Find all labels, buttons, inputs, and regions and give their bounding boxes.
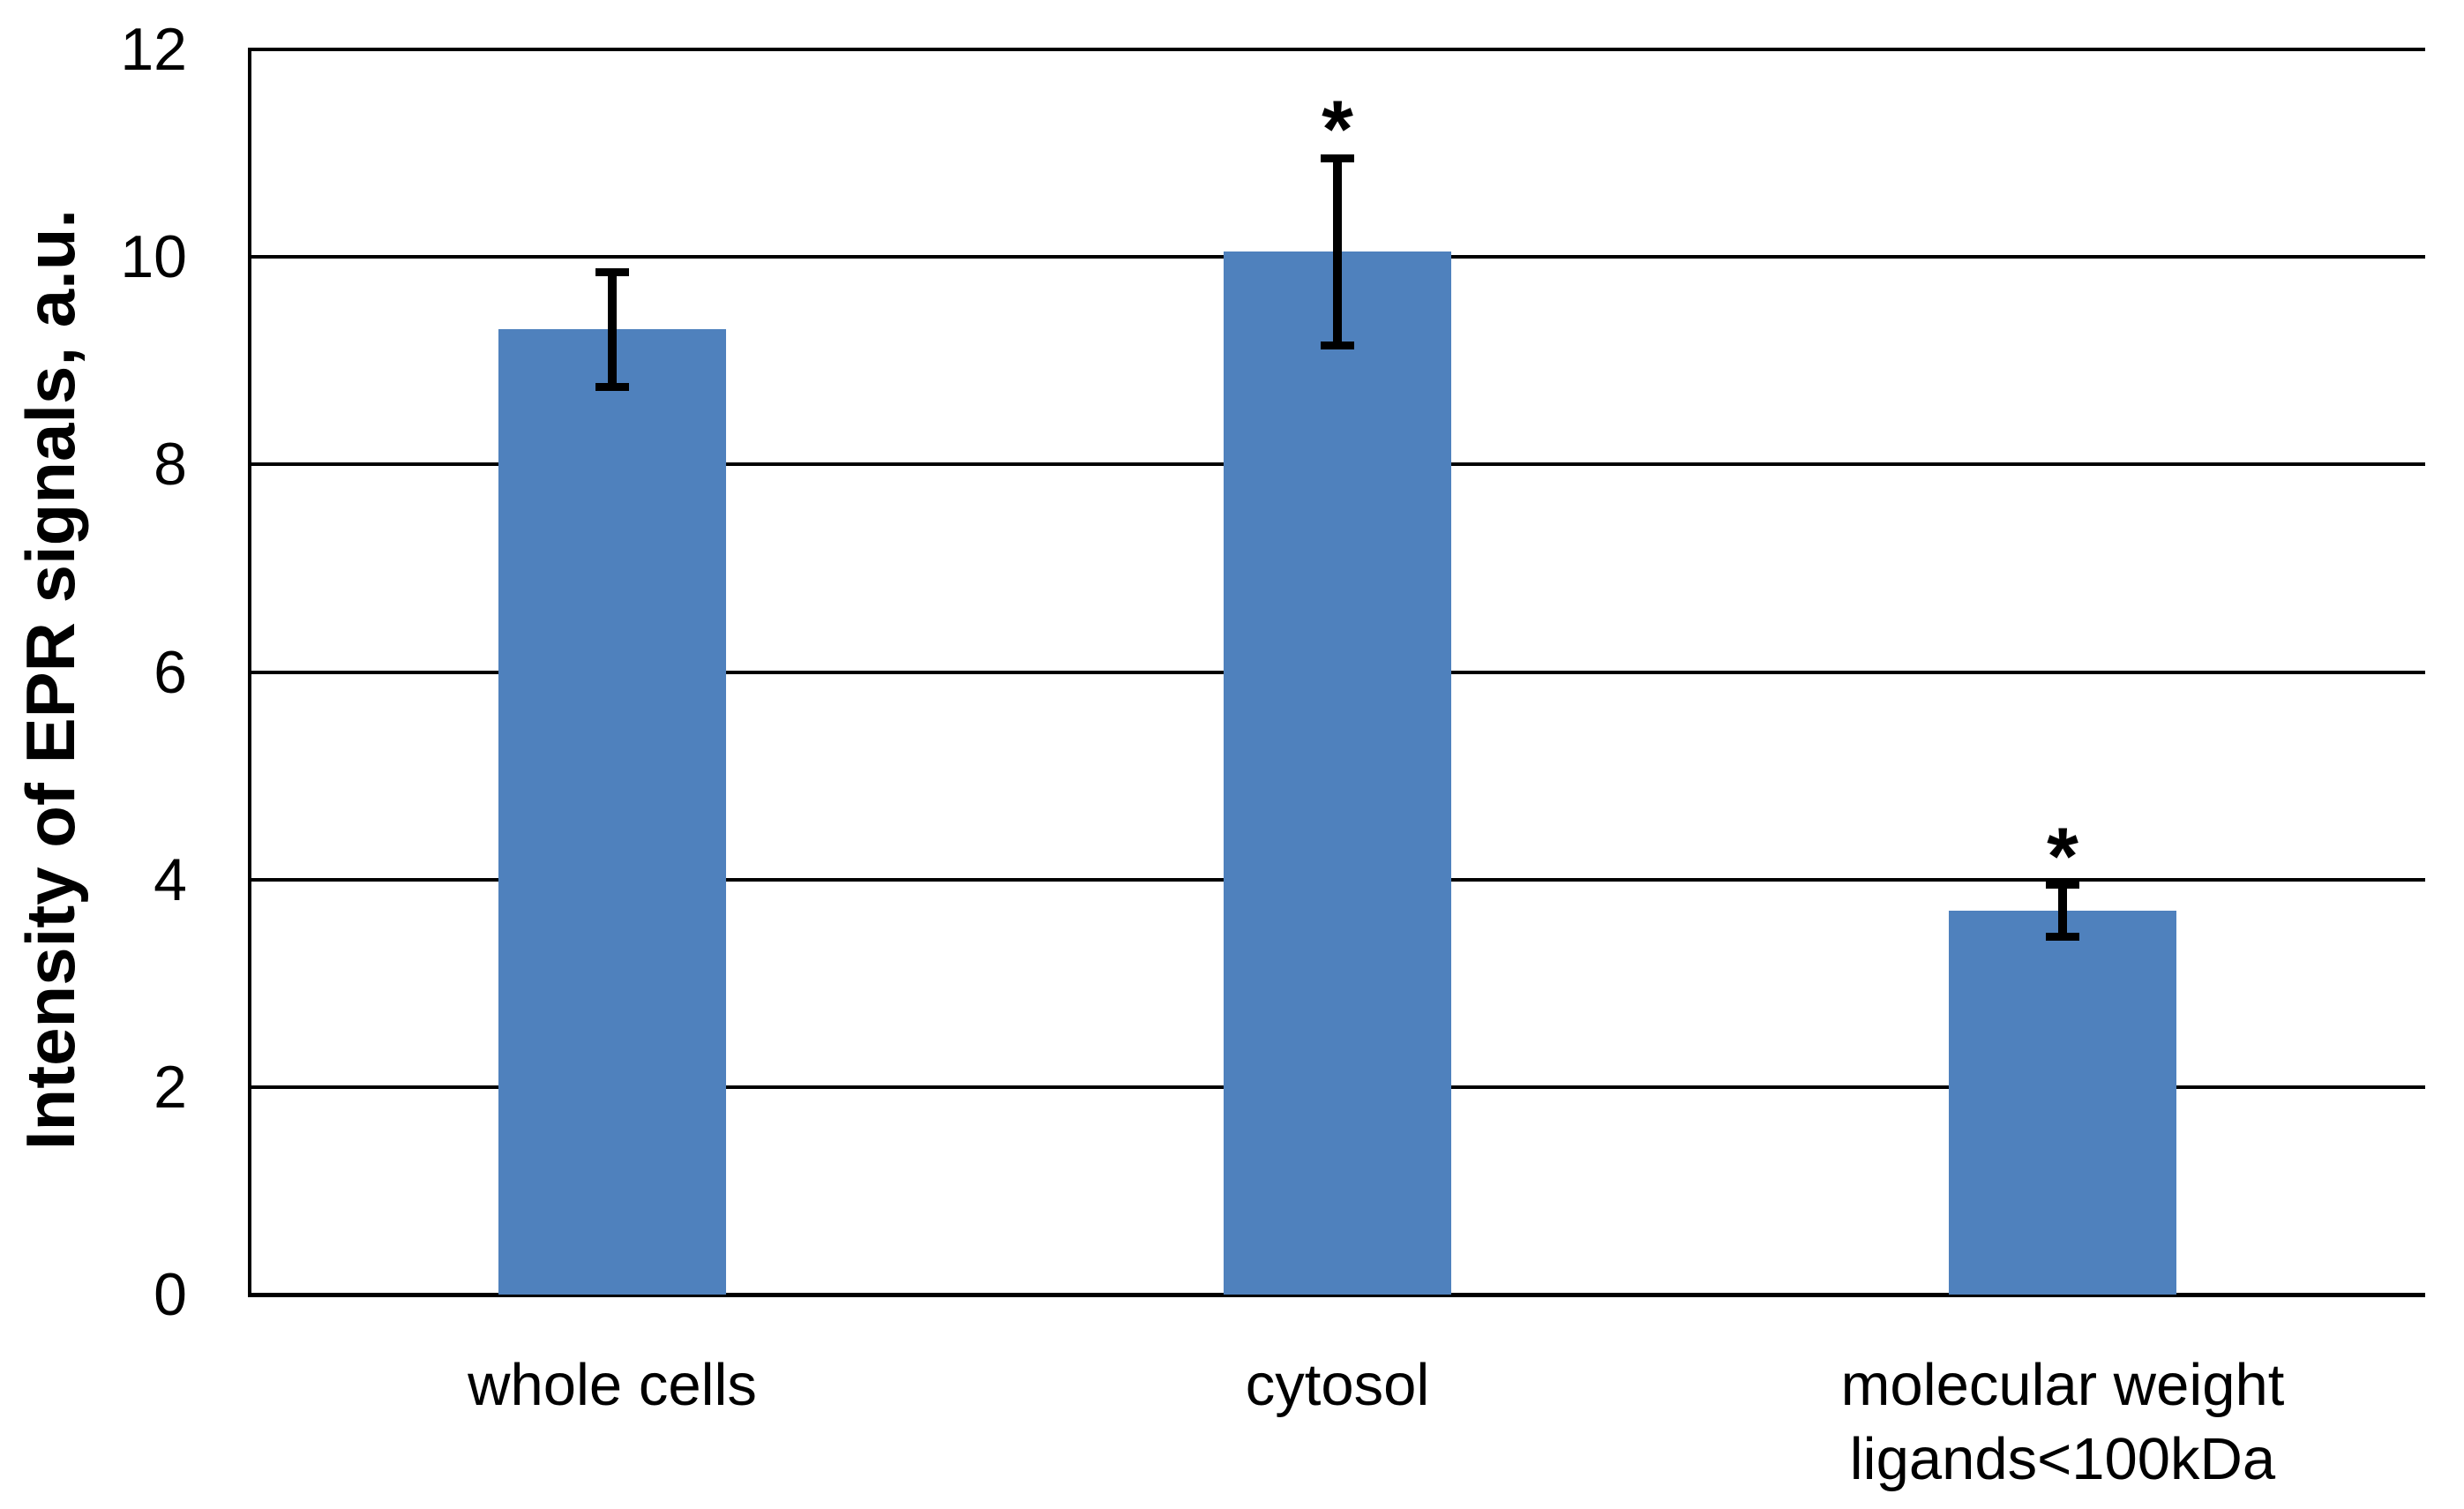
x-axis-label-line: molecular weight <box>1840 1352 2285 1418</box>
error-bar-cap-top <box>595 268 629 277</box>
significance-asterisk: * <box>1322 85 1353 176</box>
error-bar-cap-bottom <box>1321 341 1354 349</box>
x-axis-label-line: cytosol <box>1245 1352 1430 1418</box>
x-axis-label-line: ligands<100kDa <box>1849 1426 2276 1492</box>
y-tick-label: 4 <box>154 845 187 913</box>
error-bar-cap-top <box>1321 154 1354 162</box>
x-axis-label: whole cells <box>180 1348 1045 1423</box>
error-bar-stem <box>608 272 617 387</box>
x-axis-line <box>248 1293 2425 1297</box>
y-tick-label: 0 <box>154 1261 187 1328</box>
error-bar-cap-top <box>2046 881 2079 890</box>
x-axis-label-line: whole cells <box>468 1352 757 1418</box>
error-bar-cap-bottom <box>595 382 629 391</box>
y-tick-label: 10 <box>120 223 187 291</box>
error-bar-cap-bottom <box>2046 932 2079 941</box>
y-tick-label: 8 <box>154 431 187 499</box>
x-axis-label: molecular weight ligands<100kDa <box>1630 1348 2464 1497</box>
y-tick-label: 2 <box>154 1053 187 1121</box>
error-bar-stem <box>1333 158 1342 346</box>
y-tick-label: 12 <box>120 16 187 83</box>
bar <box>1949 910 2176 1295</box>
significance-asterisk: * <box>2047 811 2078 902</box>
y-axis-line <box>248 48 251 1296</box>
bar <box>1224 252 1451 1295</box>
bar <box>498 329 726 1295</box>
gridline <box>250 48 2425 51</box>
error-bar-stem <box>2058 884 2067 937</box>
y-tick-label: 6 <box>154 638 187 706</box>
x-axis-label: cytosol <box>905 1348 1770 1423</box>
